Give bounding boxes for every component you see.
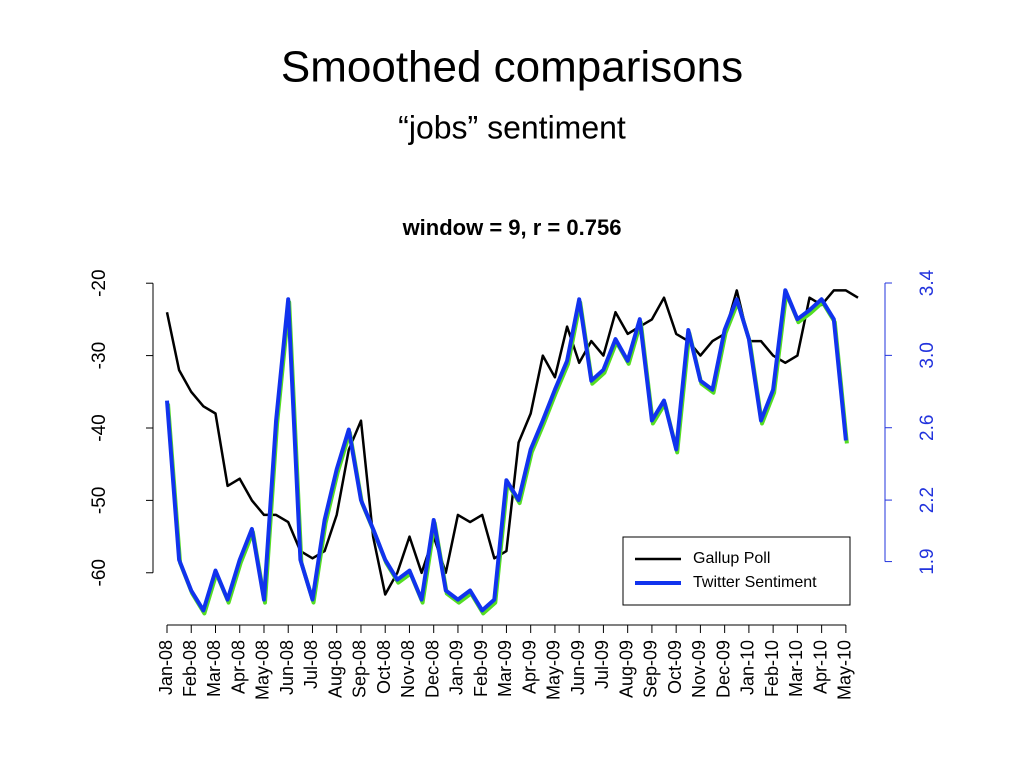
x-tick-label: Apr-10 (810, 640, 830, 694)
x-tick-label: Oct-09 (665, 640, 685, 694)
x-tick-label: Dec-08 (422, 640, 442, 698)
x-tick-label: May-08 (253, 640, 273, 700)
x-tick-label: Jun-09 (568, 640, 588, 695)
plot-area (165, 288, 859, 616)
slide-subtitle: “jobs” sentiment (398, 109, 626, 145)
x-tick-label: Jul-09 (592, 640, 612, 689)
y-tick-label: -40 (89, 414, 110, 441)
x-tick-label: Nov-08 (398, 640, 418, 698)
x-tick-label: Oct-08 (374, 640, 394, 694)
x-tick-label: Jan-10 (738, 640, 758, 695)
y2-tick-label: 3.4 (917, 269, 938, 296)
x-tick-label: Feb-09 (471, 640, 491, 697)
slide-title: Smoothed comparisons (281, 43, 743, 92)
x-tick-label: Feb-10 (762, 640, 782, 697)
x-tick-label: Jul-08 (301, 640, 321, 689)
x-tick-label: Nov-09 (689, 640, 709, 698)
series-line (165, 288, 848, 613)
x-tick-label: Apr-08 (228, 640, 248, 694)
x-tick-label: Dec-09 (713, 640, 733, 698)
x-tick-label: Feb-08 (180, 640, 200, 697)
y2-tick-label: 2.6 (917, 415, 938, 441)
x-tick-label: Aug-09 (616, 640, 636, 698)
x-tick-label: Sep-08 (350, 640, 370, 698)
y-tick-label: -20 (89, 269, 110, 296)
y2-tick-label: 2.2 (917, 487, 938, 513)
x-tick-label: Mar-08 (204, 640, 224, 697)
legend-box (622, 536, 851, 606)
legend-label: Twitter Sentiment (693, 574, 817, 591)
y-tick-label: -30 (89, 342, 110, 369)
chart-title: window = 9, r = 0.756 (402, 215, 622, 240)
y2-tick-label: 1.9 (917, 548, 938, 574)
x-tick-label: May-09 (544, 640, 564, 700)
x-tick-label: Apr-09 (519, 640, 539, 694)
x-tick-label: Jan-08 (156, 640, 176, 695)
y-tick-label: -50 (89, 487, 110, 514)
x-tick-label: Sep-09 (641, 640, 661, 698)
x-tick-label: Aug-08 (325, 640, 345, 698)
x-tick-label: Jun-08 (277, 640, 297, 695)
x-tick-label: Jan-09 (447, 640, 467, 695)
x-tick-label: May-10 (835, 640, 855, 700)
x-tick-label: Mar-10 (786, 640, 806, 697)
y2-tick-label: 3.0 (917, 342, 938, 368)
legend-label: Gallup Poll (693, 550, 770, 567)
y-tick-label: -60 (89, 559, 110, 586)
x-tick-label: Mar-09 (495, 640, 515, 697)
